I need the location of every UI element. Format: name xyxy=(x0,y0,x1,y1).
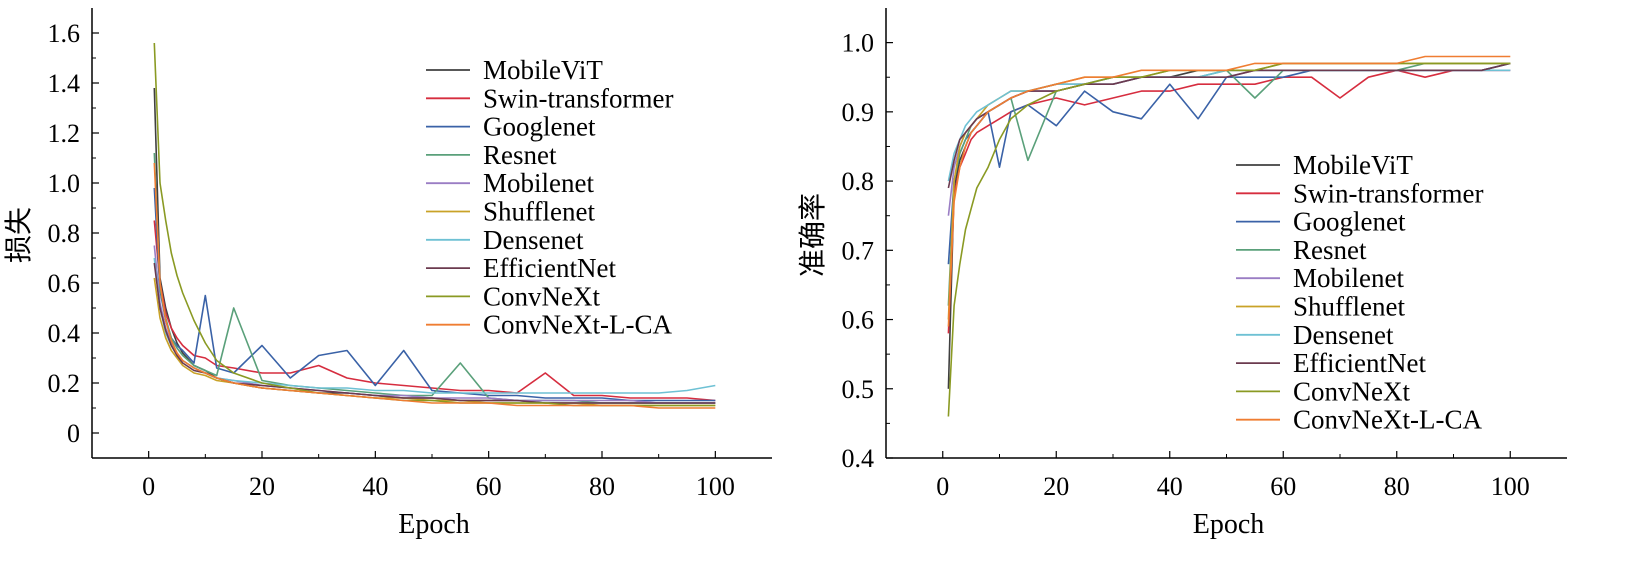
y-tick-label: 0.8 xyxy=(48,219,81,248)
series-line-densenet xyxy=(947,69,1511,182)
legend-label: Swin-transformer xyxy=(483,83,673,113)
series-line-convnext xyxy=(947,62,1511,417)
x-axis-label: Epoch xyxy=(1193,509,1265,540)
x-tick-label: 60 xyxy=(476,472,502,501)
series-line-convnext-l-ca xyxy=(947,55,1511,327)
legend-label: Resnet xyxy=(1293,235,1367,265)
y-tick-label: 0.7 xyxy=(842,236,875,265)
y-tick-label: 0.6 xyxy=(842,306,875,335)
y-tick-label: 1.6 xyxy=(48,19,81,48)
x-tick-label: 40 xyxy=(1157,472,1183,501)
chart-1: 0 0.2 0.4 0.6 0.8 1.0 1.2 1.4 1.6 0 20 40 60 80 100 Epo… xyxy=(3,8,772,540)
x-tick-label: 0 xyxy=(142,472,155,501)
y-tick-label: 0.9 xyxy=(842,98,875,127)
y-tick-label: 0.4 xyxy=(842,444,875,473)
x-tick-label: 100 xyxy=(696,472,735,501)
series-line-mobilevit xyxy=(153,87,716,404)
y-tick-label: 1.0 xyxy=(842,29,875,58)
legend-label: Googlenet xyxy=(483,112,596,142)
x-tick-label: 40 xyxy=(362,472,388,501)
legend-label: Shufflenet xyxy=(483,197,595,227)
x-tick-label: 80 xyxy=(1384,472,1410,501)
legend-label: Swin-transformer xyxy=(1293,178,1483,208)
y-tick-label: 0.5 xyxy=(842,375,875,404)
legend-label: Resnet xyxy=(483,140,557,170)
legend-label: ConvNeXt-L-CA xyxy=(1293,405,1482,435)
legend-label: ConvNeXt xyxy=(1293,376,1410,406)
x-tick-label: 20 xyxy=(249,472,275,501)
y-tick-label: 1.4 xyxy=(48,69,81,98)
series-line-mobilevit xyxy=(947,62,1511,389)
legend-label: Googlenet xyxy=(1293,207,1406,237)
legend-label: ConvNeXt xyxy=(483,281,600,311)
series-line-efficientnet xyxy=(153,262,716,404)
y-tick-label: 0.2 xyxy=(48,369,81,398)
legend: MobileViTSwin-transformerGooglenetResnet… xyxy=(426,55,673,340)
legend-label: MobileViT xyxy=(483,55,603,85)
legend-label: Densenet xyxy=(483,225,584,255)
y-tick-label: 0 xyxy=(67,419,80,448)
legend-label: EfficientNet xyxy=(483,253,616,283)
x-tick-label: 60 xyxy=(1270,472,1296,501)
legend-label: ConvNeXt-L-CA xyxy=(483,310,672,340)
legend-label: Shufflenet xyxy=(1293,292,1405,322)
series-line-googlenet xyxy=(947,62,1511,265)
legend-label: Mobilenet xyxy=(1293,263,1404,293)
y-tick-label: 0.4 xyxy=(48,319,81,348)
legend-label: Densenet xyxy=(1293,320,1394,350)
x-tick-label: 20 xyxy=(1043,472,1069,501)
series-line-efficientnet xyxy=(947,62,1511,189)
y-axis-label: 损失 xyxy=(3,207,35,263)
legend-label: MobileViT xyxy=(1293,150,1413,180)
series-line-resnet xyxy=(153,152,716,404)
series-line-swin-transformer xyxy=(153,220,716,402)
legend-label: Mobilenet xyxy=(483,168,594,198)
y-tick-label: 0.6 xyxy=(48,269,81,298)
legend: MobileViTSwin-transformerGooglenetResnet… xyxy=(1236,150,1483,435)
legend-label: EfficientNet xyxy=(1293,348,1426,378)
x-tick-label: 100 xyxy=(1491,472,1530,501)
y-tick-label: 1.2 xyxy=(48,119,81,148)
x-tick-label: 80 xyxy=(589,472,615,501)
series-line-googlenet xyxy=(153,187,716,402)
y-tick-label: 0.8 xyxy=(842,167,875,196)
y-axis-label: 准确率 xyxy=(797,193,829,277)
series-line-convnext-l-ca xyxy=(153,162,716,409)
series-line-swin-transformer xyxy=(947,69,1511,334)
x-tick-label: 0 xyxy=(936,472,949,501)
y-tick-label: 1.0 xyxy=(48,169,81,198)
x-axis-label: Epoch xyxy=(398,509,470,540)
chart-2: 0.4 0.5 0.6 0.7 0.8 0.9 1.0 0 20 40 60 80 100 Epoch 准确… xyxy=(797,8,1567,540)
